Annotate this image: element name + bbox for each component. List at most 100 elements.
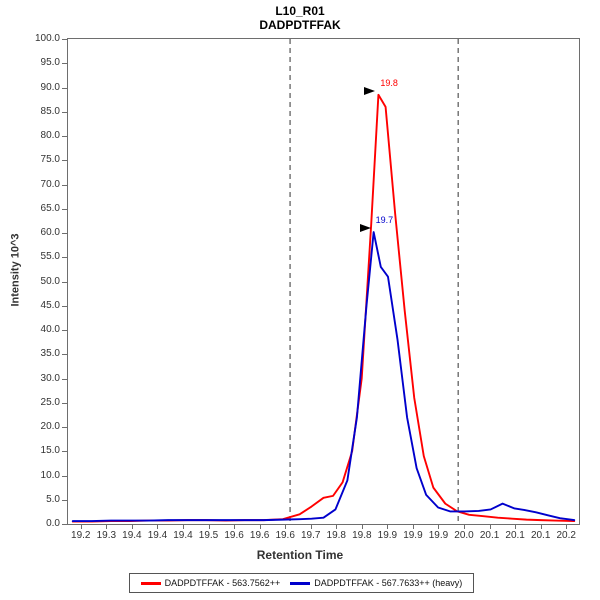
x-axis-tick-label: 20.0 [454, 530, 474, 541]
y-axis-tick-mark [62, 378, 67, 380]
y-axis-tick-label: 85.0 [40, 105, 60, 117]
y-axis-tick-mark [62, 257, 67, 259]
y-axis-tick-mark [62, 184, 67, 186]
y-axis-tick-mark [62, 233, 67, 234]
chart-subtitle: DADPDTFFAK [259, 18, 341, 32]
y-axis-tick-mark [62, 136, 67, 137]
y-axis-tick-label: 75.0 [40, 154, 60, 166]
x-axis-tick-label: 20.1 [505, 530, 525, 541]
x-axis-tick-label: 19.4 [173, 530, 193, 541]
y-axis-tick-mark [62, 499, 67, 501]
x-axis-tick-mark [515, 524, 517, 529]
title-block: L10_R01 DADPDTFFAK [0, 4, 600, 32]
x-axis-tick-label: 19.9 [377, 530, 398, 541]
y-axis-tick-label: 95.0 [40, 57, 60, 69]
legend-label-heavy: DADPDTFFAK - 567.7633++ (heavy) [314, 578, 463, 588]
range-markers [289, 39, 459, 524]
y-axis-tick-label: 90.0 [40, 81, 60, 93]
legend-item-heavy[interactable]: DADPDTFFAK - 567.7633++ (heavy) [290, 578, 462, 588]
x-axis-tick-label: 19.8 [326, 530, 346, 541]
y-axis-tick-mark [62, 402, 67, 404]
y-axis-tick-label: 40.0 [40, 324, 60, 335]
x-axis-tick-label: 19.5 [198, 530, 219, 541]
x-axis-tick-mark [387, 524, 389, 529]
chart-title: L10_R01 [275, 4, 325, 18]
x-axis-tick-mark [234, 524, 236, 529]
y-axis-tick-mark [62, 63, 67, 65]
x-axis-tick-mark [489, 524, 491, 529]
x-axis-tick-label: 19.4 [122, 530, 142, 541]
y-axis-tick-mark [62, 354, 67, 356]
legend-item-light[interactable]: DADPDTFFAK - 563.7562++ [140, 578, 281, 588]
y-axis-tick-mark [62, 451, 67, 453]
series-line-light[interactable] [71, 93, 576, 523]
x-axis-tick-mark [438, 524, 440, 529]
x-axis-tick-mark [157, 524, 159, 529]
y-axis-tick-label: 0.0 [46, 518, 60, 529]
x-axis-tick-mark [336, 524, 338, 529]
x-axis-tick-label: 19.8 [352, 530, 372, 541]
y-axis-tick-label: 5.0 [46, 493, 60, 505]
legend-label-light: DADPDTFFAK - 563.7562++ [164, 578, 281, 588]
y-axis-title-text: Intensity 10^3 [10, 233, 23, 307]
y-axis-tick-label: 30.0 [40, 372, 60, 384]
x-axis-title: Retention Time [256, 548, 344, 562]
y-axis-tick-label: 35.0 [40, 348, 60, 360]
plot-svg [71, 39, 576, 524]
series-lines [71, 93, 576, 523]
y-axis-tick-label: 80.0 [40, 130, 60, 141]
peak-pointer-heavy [359, 224, 371, 233]
x-axis-tick-mark [131, 524, 133, 529]
x-axis-tick-mark [566, 524, 568, 529]
x-axis-tick-label: 19.7 [300, 530, 321, 541]
x-axis-tick-mark [540, 524, 542, 529]
y-axis-tick-mark [62, 305, 67, 307]
x-axis-tick-mark [285, 524, 287, 529]
y-axis-tick-mark [62, 475, 67, 477]
x-axis-tick-label: 19.6 [224, 530, 244, 541]
y-axis-tick-mark [62, 39, 67, 40]
x-axis-tick-mark [208, 524, 210, 529]
y-axis-tick-label: 65.0 [40, 202, 60, 214]
legend-swatch-light [140, 581, 161, 585]
y-axis-tick-mark [62, 160, 67, 162]
x-axis-tick-label: 20.1 [530, 530, 551, 541]
y-axis-tick-label: 55.0 [40, 251, 60, 263]
peak-label-light: 19.8 [380, 77, 398, 88]
y-axis-tick-mark [62, 281, 67, 283]
y-axis-tick-label: 60.0 [40, 227, 60, 238]
y-axis-tick-mark [62, 330, 67, 331]
x-axis-tick-mark [412, 524, 414, 529]
legend-swatch-heavy [290, 581, 311, 585]
x-axis-tick-label: 19.9 [428, 530, 449, 541]
x-axis-tick-mark [80, 524, 82, 529]
y-axis-tick-mark [62, 427, 67, 428]
x-axis-tick-mark [106, 524, 108, 529]
series-line-heavy[interactable] [71, 231, 576, 523]
x-axis-tick-mark [182, 524, 184, 529]
x-axis-tick-label: 20.2 [556, 530, 576, 541]
y-axis-tick-mark [62, 87, 67, 89]
y-axis-tick-mark [62, 524, 67, 525]
y-axis-tick-label: 20.0 [40, 421, 60, 432]
x-axis-tick-label: 19.6 [249, 530, 270, 541]
x-axis-tick-mark [464, 524, 466, 529]
x-axis-tick-label: 19.4 [147, 530, 168, 541]
legend[interactable]: DADPDTFFAK - 563.7562++ DADPDTFFAK - 567… [129, 573, 474, 593]
y-axis-tick-label: 45.0 [40, 299, 60, 311]
y-axis-title: Intensity 10^3 [6, 0, 26, 540]
x-axis-tick-label: 19.2 [71, 530, 91, 541]
x-axis-tick-mark [259, 524, 261, 529]
x-axis-tick-mark [310, 524, 312, 529]
x-axis-tick-label: 19.6 [275, 530, 295, 541]
y-axis-tick-label: 10.0 [40, 469, 60, 481]
peak-pointer-light [364, 86, 376, 95]
y-axis-tick-label: 70.0 [40, 178, 60, 190]
plot-area[interactable] [67, 38, 580, 525]
y-axis-tick-mark [62, 111, 67, 113]
x-axis-tick-label: 19.9 [403, 530, 423, 541]
y-axis-tick-label: 100.0 [34, 33, 60, 44]
peak-label-heavy: 19.7 [375, 215, 394, 226]
x-axis-tick-label: 19.3 [96, 530, 117, 541]
